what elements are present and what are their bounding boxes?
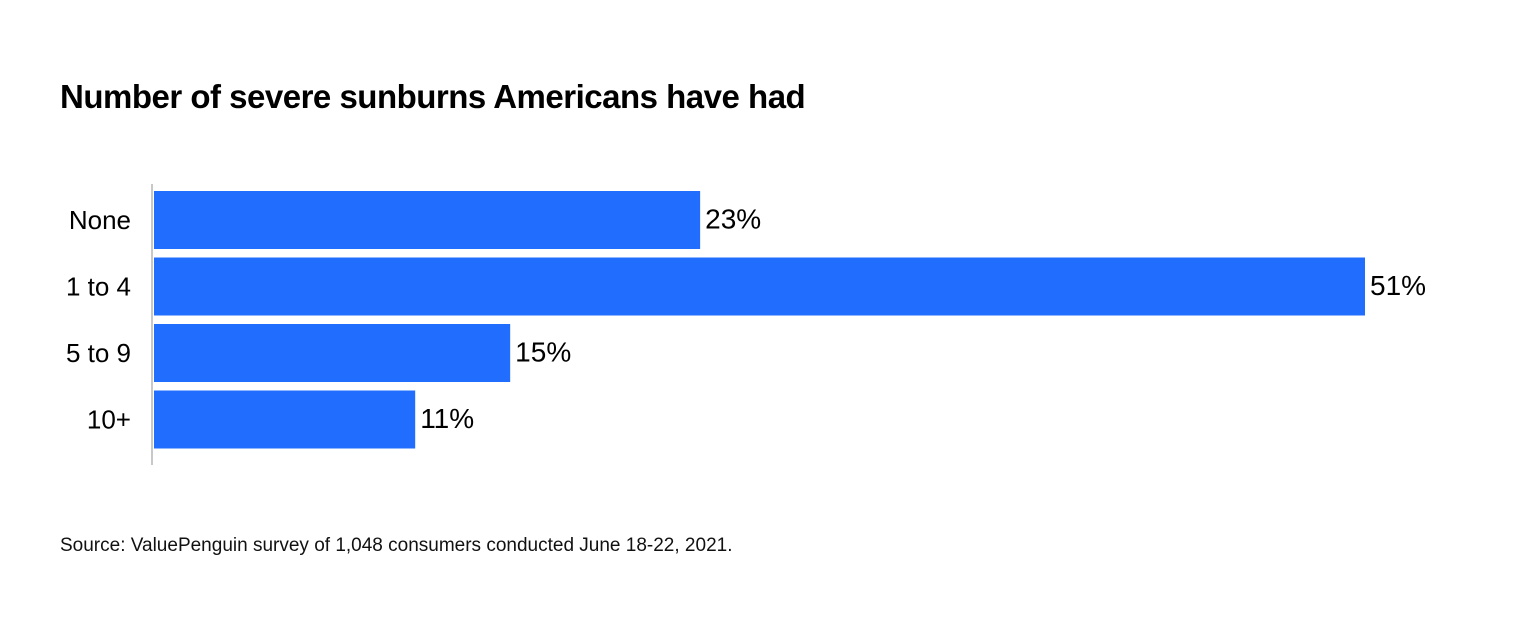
source-note: Source: ValuePenguin survey of 1,048 con… bbox=[60, 535, 733, 556]
bar-2 bbox=[154, 324, 511, 382]
bar-0 bbox=[154, 191, 701, 249]
value-label-2: 15% bbox=[515, 337, 571, 368]
value-label-1: 51% bbox=[1370, 270, 1426, 301]
bar-1 bbox=[154, 257, 1365, 316]
category-label-1: 1 to 4 bbox=[66, 272, 131, 302]
bars-group bbox=[154, 191, 1365, 449]
category-label-0: None bbox=[69, 205, 131, 235]
category-label-3: 10+ bbox=[87, 405, 131, 435]
value-labels-group: 23% 51% 15% 11% bbox=[420, 204, 1426, 435]
category-labels-group: None 1 to 4 5 to 9 10+ bbox=[66, 205, 131, 435]
bar-3 bbox=[154, 390, 416, 449]
category-label-2: 5 to 9 bbox=[66, 338, 131, 368]
value-label-0: 23% bbox=[705, 204, 761, 235]
value-label-3: 11% bbox=[420, 403, 474, 434]
chart-title: Number of severe sunburns Americans have… bbox=[60, 78, 806, 115]
